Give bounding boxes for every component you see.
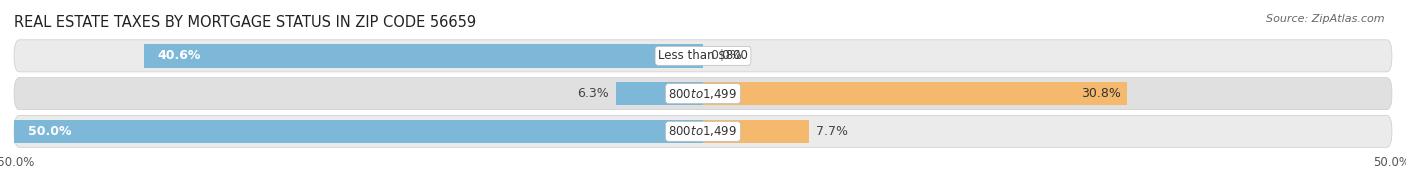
Text: 40.6%: 40.6% xyxy=(157,49,201,62)
Bar xyxy=(616,82,703,105)
Bar xyxy=(703,82,1128,105)
Text: 0.0%: 0.0% xyxy=(710,49,742,62)
Text: Source: ZipAtlas.com: Source: ZipAtlas.com xyxy=(1267,14,1385,24)
Text: 7.7%: 7.7% xyxy=(815,125,848,138)
Text: 30.8%: 30.8% xyxy=(1081,87,1121,100)
FancyBboxPatch shape xyxy=(14,40,1392,72)
Text: Less than $800: Less than $800 xyxy=(658,49,748,62)
Text: REAL ESTATE TAXES BY MORTGAGE STATUS IN ZIP CODE 56659: REAL ESTATE TAXES BY MORTGAGE STATUS IN … xyxy=(14,15,477,30)
FancyBboxPatch shape xyxy=(14,78,1392,110)
Text: 50.0%: 50.0% xyxy=(28,125,72,138)
Text: 6.3%: 6.3% xyxy=(578,87,609,100)
Bar xyxy=(703,120,808,143)
Text: $800 to $1,499: $800 to $1,499 xyxy=(668,87,738,101)
FancyBboxPatch shape xyxy=(14,115,1392,147)
Text: $800 to $1,499: $800 to $1,499 xyxy=(668,124,738,138)
Bar xyxy=(143,44,703,67)
Bar xyxy=(14,120,703,143)
